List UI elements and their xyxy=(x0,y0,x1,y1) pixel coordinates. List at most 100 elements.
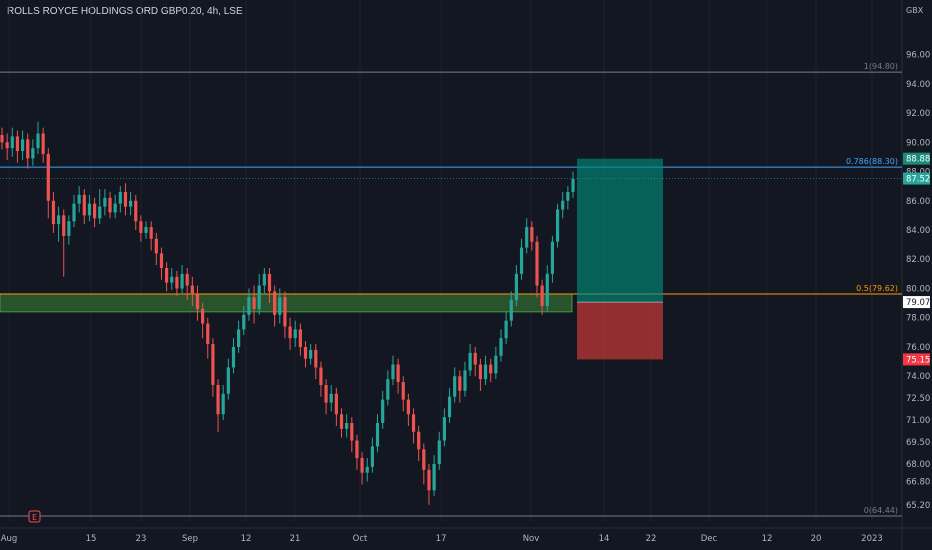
x-tick-label: 23 xyxy=(136,534,147,544)
candle-body xyxy=(257,285,261,309)
candle-body xyxy=(175,276,179,289)
candle-body xyxy=(20,139,25,152)
y-tick-label: 84.00 xyxy=(906,226,930,236)
candle-body xyxy=(159,253,164,269)
price-badge-label: 75.15 xyxy=(906,355,930,365)
x-tick-label: 14 xyxy=(599,534,610,544)
x-tick-label: 12 xyxy=(762,534,773,544)
y-tick-label: 76.00 xyxy=(906,343,930,353)
position-target-zone xyxy=(577,158,663,303)
currency-label: GBX xyxy=(906,6,924,15)
candle-body xyxy=(293,329,297,339)
candle-body xyxy=(15,136,20,152)
candle-body xyxy=(36,133,40,149)
candle-body xyxy=(478,364,483,380)
candle-body xyxy=(103,197,107,207)
candle-body xyxy=(82,194,86,216)
candle-body xyxy=(401,382,405,400)
candle-body xyxy=(170,276,174,283)
price-badge-label: 88.88 xyxy=(906,155,930,165)
candle-body xyxy=(0,134,4,143)
candle-body xyxy=(391,364,395,380)
x-tick-label: Dec xyxy=(701,534,718,544)
candle-body xyxy=(46,153,50,201)
y-tick-label: 71.00 xyxy=(906,416,930,426)
candle-body xyxy=(535,241,539,286)
x-tick-label: 15 xyxy=(86,534,97,544)
y-tick-label: 82.00 xyxy=(906,255,930,265)
chart-title: ROLLS ROYCE HOLDINGS ORD GBP0.20, 4h, LS… xyxy=(7,6,243,17)
earnings-marker-label: E xyxy=(32,513,37,522)
price-badge xyxy=(903,172,930,185)
candle-body xyxy=(396,364,400,383)
candle-body xyxy=(540,285,544,307)
candle-body xyxy=(550,241,555,274)
candle-body xyxy=(303,346,308,359)
candle-body xyxy=(386,379,390,400)
candle-body xyxy=(411,414,416,432)
candle-body xyxy=(545,273,549,307)
x-tick-label: 12 xyxy=(241,534,252,544)
price-badge xyxy=(903,353,930,366)
candle-body xyxy=(283,297,287,327)
candle-body xyxy=(252,297,256,309)
candle-body xyxy=(247,297,251,315)
candle-body xyxy=(406,399,410,415)
candle-body xyxy=(381,399,385,424)
candle-body xyxy=(67,221,71,236)
candle-body xyxy=(458,376,462,391)
candle-body xyxy=(139,221,143,233)
y-tick-label: 68.00 xyxy=(906,460,930,470)
candle-body xyxy=(329,393,333,403)
candle-body xyxy=(365,466,369,473)
candle-body xyxy=(417,431,421,450)
x-tick-label: Nov xyxy=(523,534,540,544)
y-tick-label: 72.50 xyxy=(906,394,930,404)
x-tick-label: 20 xyxy=(811,534,822,544)
candle-body xyxy=(530,227,534,242)
candle-body xyxy=(154,238,158,254)
candle-body xyxy=(77,194,81,204)
price-badge-label: 87.52 xyxy=(906,175,930,185)
candle-body xyxy=(144,227,148,233)
candle-body xyxy=(432,463,436,491)
candle-body xyxy=(468,352,472,371)
candle-body xyxy=(442,417,446,441)
y-tick-label: 96.00 xyxy=(906,51,930,61)
candle-body xyxy=(355,440,359,459)
candle-body xyxy=(350,423,354,441)
candle-body xyxy=(288,326,292,339)
candle-body xyxy=(273,291,277,315)
candle-body xyxy=(298,329,302,347)
candle-body xyxy=(185,273,189,286)
candle-body xyxy=(525,227,529,248)
y-tick-label: 69.50 xyxy=(906,438,930,448)
y-tick-label: 92.00 xyxy=(906,109,930,119)
candle-body xyxy=(267,273,272,292)
candle-body xyxy=(437,440,441,464)
candle-body xyxy=(113,203,117,213)
y-tick-label: 88.00 xyxy=(906,168,930,178)
fib-label: 0.786(88.30) xyxy=(846,157,898,166)
candle-body xyxy=(237,329,241,347)
candle-body xyxy=(149,227,153,239)
candle-body xyxy=(509,300,513,321)
candle-body xyxy=(566,191,570,201)
x-tick-label: Oct xyxy=(353,534,368,544)
candle-body xyxy=(499,338,503,356)
candle-body xyxy=(345,423,349,429)
candle-body xyxy=(10,136,14,149)
candle-body xyxy=(561,200,565,210)
earnings-marker-icon[interactable] xyxy=(28,510,41,523)
candle-body xyxy=(504,320,508,339)
candle-body xyxy=(324,384,328,403)
x-tick-label: 17 xyxy=(436,534,447,544)
candle-body xyxy=(453,376,457,397)
x-tick-label: 21 xyxy=(290,534,301,544)
candle-body xyxy=(309,349,313,359)
candle-body xyxy=(31,148,35,159)
candle-body xyxy=(427,469,431,491)
candle-body xyxy=(370,446,374,467)
candle-body xyxy=(319,367,323,385)
